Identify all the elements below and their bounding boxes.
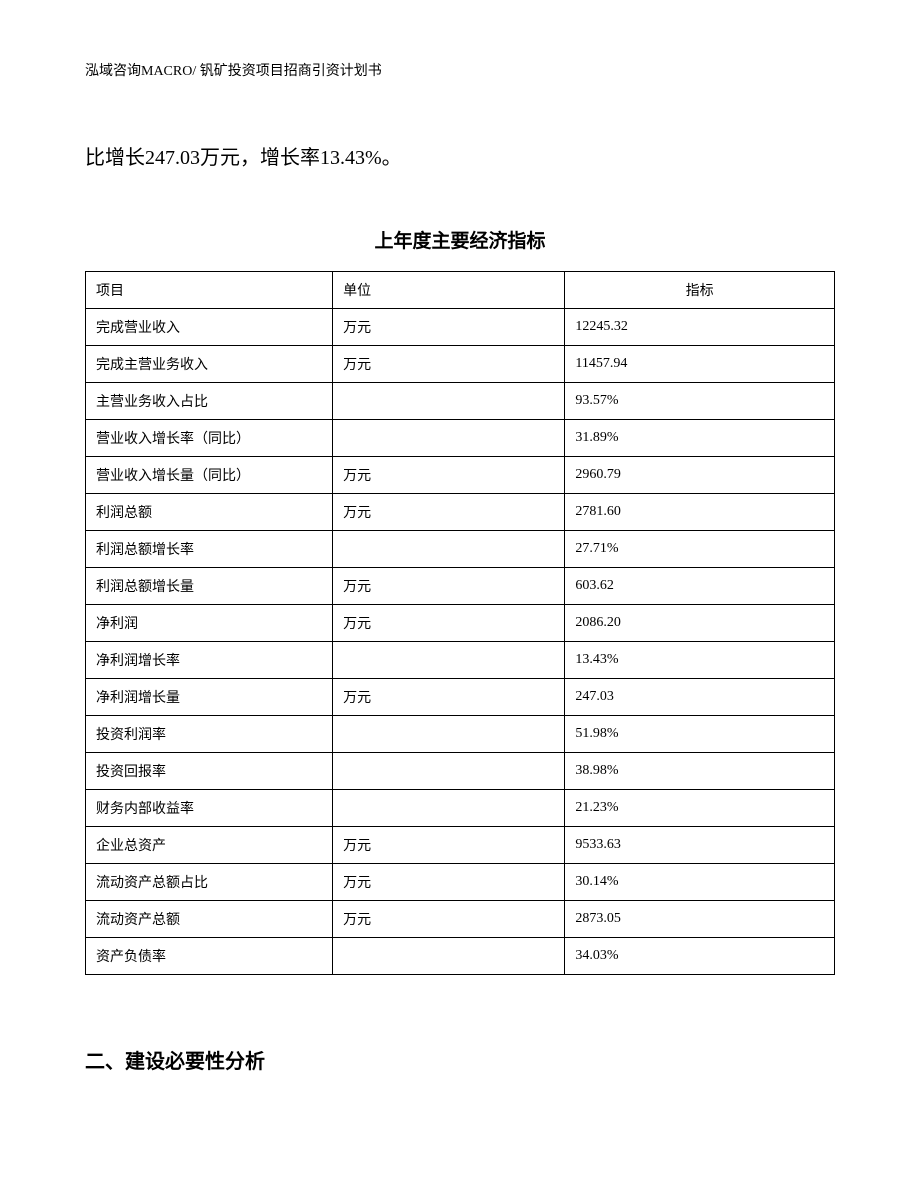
cell-unit <box>333 383 565 420</box>
table-row: 利润总额万元2781.60 <box>86 494 835 531</box>
table-row: 完成营业收入万元12245.32 <box>86 309 835 346</box>
table-row: 资产负债率 34.03% <box>86 938 835 975</box>
cell-unit <box>333 938 565 975</box>
table-row: 净利润增长率 13.43% <box>86 642 835 679</box>
cell-item: 利润总额 <box>86 494 333 531</box>
cell-unit: 万元 <box>333 864 565 901</box>
cell-value: 21.23% <box>565 790 835 827</box>
cell-unit <box>333 420 565 457</box>
cell-unit: 万元 <box>333 679 565 716</box>
cell-unit: 万元 <box>333 309 565 346</box>
cell-value: 247.03 <box>565 679 835 716</box>
cell-value: 27.71% <box>565 531 835 568</box>
cell-item: 财务内部收益率 <box>86 790 333 827</box>
cell-item: 投资利润率 <box>86 716 333 753</box>
cell-value: 12245.32 <box>565 309 835 346</box>
cell-item: 利润总额增长量 <box>86 568 333 605</box>
section-heading: 二、建设必要性分析 <box>85 1045 835 1074</box>
cell-item: 完成主营业务收入 <box>86 346 333 383</box>
table-body: 完成营业收入万元12245.32完成主营业务收入万元11457.94主营业务收入… <box>86 309 835 975</box>
table-row: 营业收入增长量（同比）万元2960.79 <box>86 457 835 494</box>
column-header-value: 指标 <box>565 272 835 309</box>
cell-unit <box>333 790 565 827</box>
column-header-item: 项目 <box>86 272 333 309</box>
column-header-unit: 单位 <box>333 272 565 309</box>
cell-item: 完成营业收入 <box>86 309 333 346</box>
cell-value: 9533.63 <box>565 827 835 864</box>
cell-item: 流动资产总额占比 <box>86 864 333 901</box>
cell-unit <box>333 531 565 568</box>
cell-value: 93.57% <box>565 383 835 420</box>
cell-unit <box>333 642 565 679</box>
cell-unit: 万元 <box>333 346 565 383</box>
cell-item: 资产负债率 <box>86 938 333 975</box>
cell-unit <box>333 753 565 790</box>
cell-unit: 万元 <box>333 827 565 864</box>
cell-unit: 万元 <box>333 457 565 494</box>
table-row: 投资利润率 51.98% <box>86 716 835 753</box>
page-container: 泓域咨询MACRO/ 钒矿投资项目招商引资计划书 比增长247.03万元，增长率… <box>0 0 920 1134</box>
cell-unit: 万元 <box>333 568 565 605</box>
cell-item: 净利润增长量 <box>86 679 333 716</box>
cell-unit: 万元 <box>333 494 565 531</box>
cell-item: 企业总资产 <box>86 827 333 864</box>
cell-value: 30.14% <box>565 864 835 901</box>
table-title: 上年度主要经济指标 <box>85 226 835 253</box>
cell-item: 营业收入增长量（同比） <box>86 457 333 494</box>
table-row: 流动资产总额占比万元30.14% <box>86 864 835 901</box>
cell-item: 营业收入增长率（同比） <box>86 420 333 457</box>
cell-value: 13.43% <box>565 642 835 679</box>
cell-item: 利润总额增长率 <box>86 531 333 568</box>
intro-paragraph: 比增长247.03万元，增长率13.43%。 <box>85 140 835 176</box>
cell-item: 流动资产总额 <box>86 901 333 938</box>
table-row: 投资回报率 38.98% <box>86 753 835 790</box>
table-row: 利润总额增长率 27.71% <box>86 531 835 568</box>
cell-value: 2873.05 <box>565 901 835 938</box>
cell-value: 31.89% <box>565 420 835 457</box>
table-row: 财务内部收益率 21.23% <box>86 790 835 827</box>
table-row: 流动资产总额万元2873.05 <box>86 901 835 938</box>
cell-value: 11457.94 <box>565 346 835 383</box>
cell-item: 主营业务收入占比 <box>86 383 333 420</box>
cell-unit <box>333 716 565 753</box>
cell-value: 2960.79 <box>565 457 835 494</box>
table-row: 净利润增长量万元247.03 <box>86 679 835 716</box>
table-row: 完成主营业务收入万元11457.94 <box>86 346 835 383</box>
cell-value: 51.98% <box>565 716 835 753</box>
document-header: 泓域咨询MACRO/ 钒矿投资项目招商引资计划书 <box>85 60 835 80</box>
cell-item: 投资回报率 <box>86 753 333 790</box>
cell-item: 净利润 <box>86 605 333 642</box>
table-row: 主营业务收入占比 93.57% <box>86 383 835 420</box>
cell-value: 2086.20 <box>565 605 835 642</box>
economic-indicators-table: 项目 单位 指标 完成营业收入万元12245.32完成主营业务收入万元11457… <box>85 271 835 975</box>
cell-unit: 万元 <box>333 901 565 938</box>
cell-item: 净利润增长率 <box>86 642 333 679</box>
table-row: 营业收入增长率（同比） 31.89% <box>86 420 835 457</box>
cell-value: 603.62 <box>565 568 835 605</box>
table-row: 企业总资产万元9533.63 <box>86 827 835 864</box>
table-header-row: 项目 单位 指标 <box>86 272 835 309</box>
cell-value: 38.98% <box>565 753 835 790</box>
table-row: 净利润万元2086.20 <box>86 605 835 642</box>
cell-value: 34.03% <box>565 938 835 975</box>
table-row: 利润总额增长量万元603.62 <box>86 568 835 605</box>
cell-unit: 万元 <box>333 605 565 642</box>
cell-value: 2781.60 <box>565 494 835 531</box>
